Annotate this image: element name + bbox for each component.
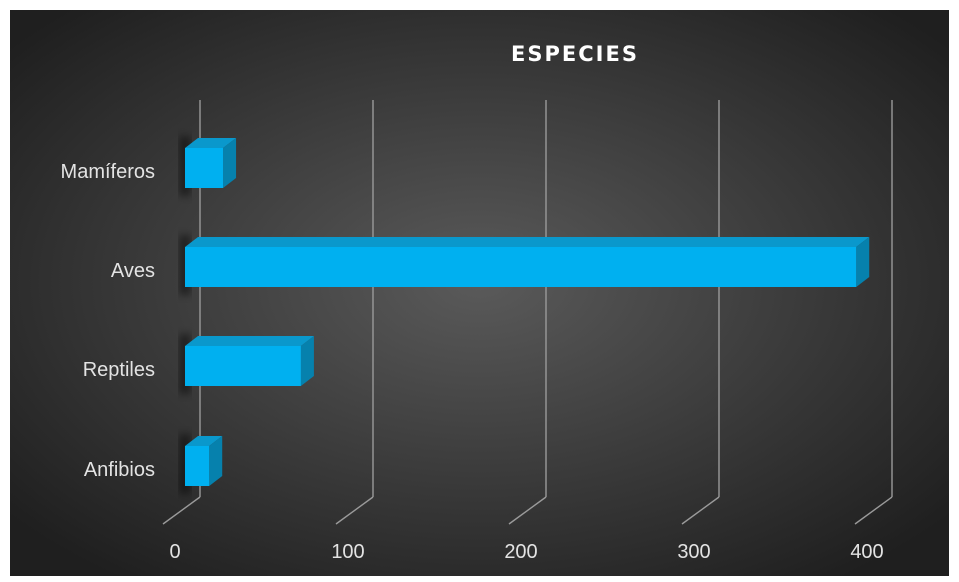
bar-side-face: [209, 436, 223, 486]
category-label: Mamíferos: [61, 161, 155, 183]
gridline-floor: [854, 496, 893, 525]
bar: [179, 136, 237, 196]
gridline-floor: [681, 496, 720, 525]
category-label: Reptiles: [83, 359, 155, 381]
bars: [179, 136, 870, 494]
x-tick-label: 100: [331, 541, 364, 563]
bar-front-face: [185, 446, 210, 486]
bar-side-face: [300, 336, 314, 386]
chart-title: ESPECIES: [511, 42, 639, 66]
bar: [179, 334, 314, 394]
gridline-floor: [162, 496, 201, 525]
bar-top-face: [185, 336, 314, 346]
bar-front-face: [185, 346, 301, 386]
bar-top-face: [185, 436, 223, 446]
x-tick-label: 300: [677, 541, 710, 563]
bar-front-face: [185, 148, 224, 188]
x-tick-label: 200: [504, 541, 537, 563]
chart-background: [10, 10, 949, 576]
bar-front-face: [185, 247, 857, 287]
gridlines: [162, 100, 893, 525]
x-tick-label: 400: [850, 541, 883, 563]
bar-side-face: [223, 138, 237, 188]
x-tick-label: 0: [169, 541, 180, 563]
gridline-floor: [335, 496, 374, 525]
bar: [179, 434, 223, 494]
bar: [179, 235, 870, 295]
category-labels: Mamíferos Aves Reptiles Anfibios: [61, 161, 155, 481]
x-axis-ticks: 0 100 200 300 400: [169, 541, 883, 563]
bar-top-face: [185, 138, 237, 148]
bar-side-face: [856, 237, 870, 287]
bar-top-face: [185, 237, 870, 247]
category-label: Anfibios: [84, 459, 155, 481]
gridline-floor: [508, 496, 547, 525]
category-label: Aves: [111, 260, 155, 282]
